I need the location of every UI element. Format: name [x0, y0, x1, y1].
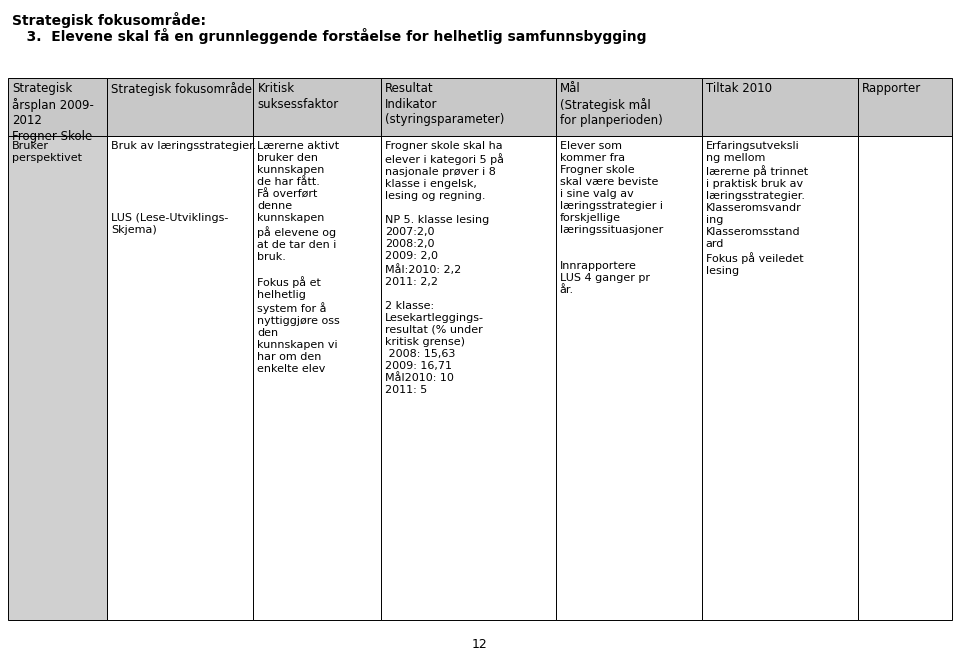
Text: Bruk av læringsstrategier.





LUS (Lese-Utviklings-
Skjema): Bruk av læringsstrategier. LUS (Lese-Utv…	[111, 141, 256, 235]
Text: Resultat
Indikator
(styringsparameter): Resultat Indikator (styringsparameter)	[385, 82, 504, 126]
Bar	[108, 78, 253, 136]
Text: Strategisk fokusområde: Strategisk fokusområde	[111, 82, 252, 96]
Bar	[702, 78, 857, 136]
Text: Mål
(Strategisk mål
for planperioden): Mål (Strategisk mål for planperioden)	[560, 82, 662, 127]
Bar	[108, 136, 253, 620]
Bar	[556, 78, 702, 136]
Text: Strategisk fokusområde:: Strategisk fokusområde:	[12, 12, 206, 28]
Bar	[857, 78, 952, 136]
Text: 3.  Elevene skal få en grunnleggende forståelse for helhetlig samfunnsbygging: 3. Elevene skal få en grunnleggende fors…	[12, 28, 646, 44]
Text: Frogner skole skal ha
elever i kategori 5 på
nasjonale prøver i 8
klasse i engel: Frogner skole skal ha elever i kategori …	[385, 141, 504, 395]
Text: Erfaringsutveksli
ng mellom
lærerne på trinnet
i praktisk bruk av
læringsstrateg: Erfaringsutveksli ng mellom lærerne på t…	[706, 141, 808, 276]
Bar	[556, 136, 702, 620]
Text: Kritisk
suksessfaktor: Kritisk suksessfaktor	[257, 82, 339, 110]
Text: Bruker
perspektivet: Bruker perspektivet	[12, 141, 82, 163]
Bar	[702, 136, 857, 620]
Bar	[8, 78, 108, 136]
Text: Strategisk
årsplan 2009-
2012
Frogner Skole: Strategisk årsplan 2009- 2012 Frogner Sk…	[12, 82, 94, 143]
Bar	[8, 136, 108, 620]
Bar	[253, 136, 381, 620]
Text: 12: 12	[472, 638, 488, 651]
Bar	[381, 78, 556, 136]
Text: Rapporter: Rapporter	[861, 82, 921, 95]
Text: Elever som
kommer fra
Frogner skole
skal være beviste
i sine valg av
læringsstra: Elever som kommer fra Frogner skole skal…	[560, 141, 662, 295]
Text: Lærerne aktivt
bruker den
kunnskapen
de har fått.
Få overført
denne
kunnskapen
p: Lærerne aktivt bruker den kunnskapen de …	[257, 141, 340, 374]
Bar	[381, 136, 556, 620]
Bar	[253, 78, 381, 136]
Bar	[857, 136, 952, 620]
Text: Tiltak 2010: Tiltak 2010	[706, 82, 772, 95]
